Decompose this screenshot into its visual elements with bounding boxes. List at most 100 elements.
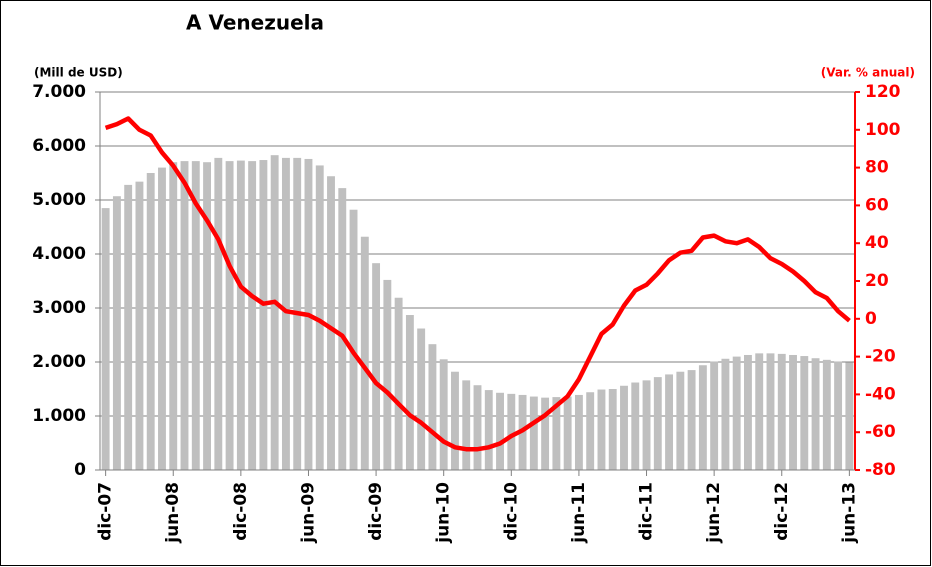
- bar: [597, 389, 606, 470]
- bar: [822, 359, 831, 470]
- bar: [653, 377, 662, 470]
- bar: [372, 263, 381, 470]
- y-axis-label: (Mill de USD): [34, 66, 123, 80]
- bar: [327, 176, 335, 471]
- bar: [383, 279, 392, 470]
- bar: [225, 161, 234, 470]
- bar: [777, 353, 786, 470]
- bar: [541, 397, 550, 470]
- y2-tick-label: 40: [865, 233, 889, 253]
- bar: [428, 344, 437, 470]
- y-tick-label: 2.000: [32, 352, 86, 372]
- bar: [259, 160, 268, 471]
- bar: [349, 209, 358, 470]
- bar: [158, 167, 166, 470]
- bar: [394, 297, 403, 470]
- bar: [484, 390, 493, 470]
- y-tick-label: 4.000: [32, 244, 86, 264]
- y-tick-label: 6.000: [32, 136, 86, 156]
- bar: [360, 236, 369, 470]
- y-tick-label: 5.000: [32, 190, 86, 210]
- bar: [507, 393, 516, 470]
- bar: [496, 392, 504, 470]
- bar: [744, 354, 752, 470]
- x-tick-label: dic-08: [231, 482, 251, 541]
- line: [104, 116, 851, 452]
- bar: [146, 173, 155, 470]
- bar: [203, 162, 211, 470]
- x-tick-label: jun-08: [163, 482, 183, 544]
- y2-axis-label: (Var. % anual): [821, 66, 915, 80]
- y2-tick-label: 80: [865, 158, 889, 178]
- x-tick-label: jun-11: [569, 482, 589, 544]
- bar: [586, 392, 595, 470]
- bar: [180, 161, 189, 470]
- bar: [574, 394, 583, 470]
- y2-tick-label: -80: [865, 460, 896, 480]
- y2-tick-label: 60: [865, 195, 889, 215]
- bar: [236, 160, 245, 470]
- bar: [789, 354, 797, 470]
- bar: [732, 356, 741, 470]
- bar: [563, 396, 572, 470]
- bar: [169, 162, 178, 470]
- y2-tick-label: 100: [865, 120, 901, 140]
- bar: [665, 374, 674, 470]
- bar: [631, 382, 640, 470]
- bar: [281, 157, 290, 470]
- y2-tick-label: 0: [865, 309, 877, 329]
- x-tick-label: jun-13: [839, 482, 859, 544]
- bar: [191, 161, 200, 470]
- chart-title: A Venezuela: [186, 11, 324, 35]
- y2-tick-label: -60: [865, 422, 896, 442]
- y2-tick-label: 20: [865, 271, 889, 291]
- bar: [405, 315, 414, 470]
- y-tick-label: 3.000: [32, 298, 86, 318]
- y-tick-label: 7.000: [32, 82, 86, 102]
- bar: [112, 196, 121, 470]
- bar: [811, 358, 820, 470]
- bar: [766, 353, 775, 470]
- bar: [552, 397, 561, 470]
- bar: [721, 358, 730, 470]
- bar: [124, 184, 133, 470]
- bar: [338, 188, 347, 470]
- bar: [845, 362, 854, 470]
- y2-tick-label: -40: [865, 384, 896, 404]
- y-tick-label: 0: [74, 460, 86, 480]
- bar: [462, 380, 471, 470]
- bar: [800, 356, 809, 470]
- bar: [101, 208, 110, 470]
- bar: [676, 371, 685, 470]
- bar: [834, 361, 843, 470]
- bar: [710, 361, 719, 470]
- bar: [698, 365, 707, 470]
- x-tick-label: jun-12: [704, 482, 724, 544]
- x-tick-label: jun-10: [434, 482, 454, 544]
- y2-tick-label: -20: [865, 347, 896, 367]
- bar: [417, 328, 426, 470]
- bar: [315, 165, 324, 470]
- bar: [270, 155, 279, 470]
- y2-tick-label: 120: [865, 82, 901, 102]
- x-tick-label: jun-09: [298, 482, 318, 544]
- bar: [620, 385, 628, 470]
- bar: [687, 370, 696, 470]
- bar: [608, 389, 617, 470]
- bar: [214, 157, 223, 470]
- bar: [135, 181, 144, 470]
- bar: [473, 385, 482, 470]
- bar: [755, 353, 764, 470]
- bar: [439, 359, 448, 470]
- x-tick-label: dic-11: [637, 482, 657, 541]
- bar: [451, 371, 459, 470]
- bar: [248, 161, 257, 470]
- x-tick-label: dic-12: [772, 482, 792, 541]
- y-tick-label: 1.000: [32, 406, 86, 426]
- bar: [642, 380, 651, 470]
- x-tick-label: dic-09: [366, 482, 386, 541]
- bar: [529, 396, 538, 470]
- x-tick-label: dic-10: [501, 482, 521, 541]
